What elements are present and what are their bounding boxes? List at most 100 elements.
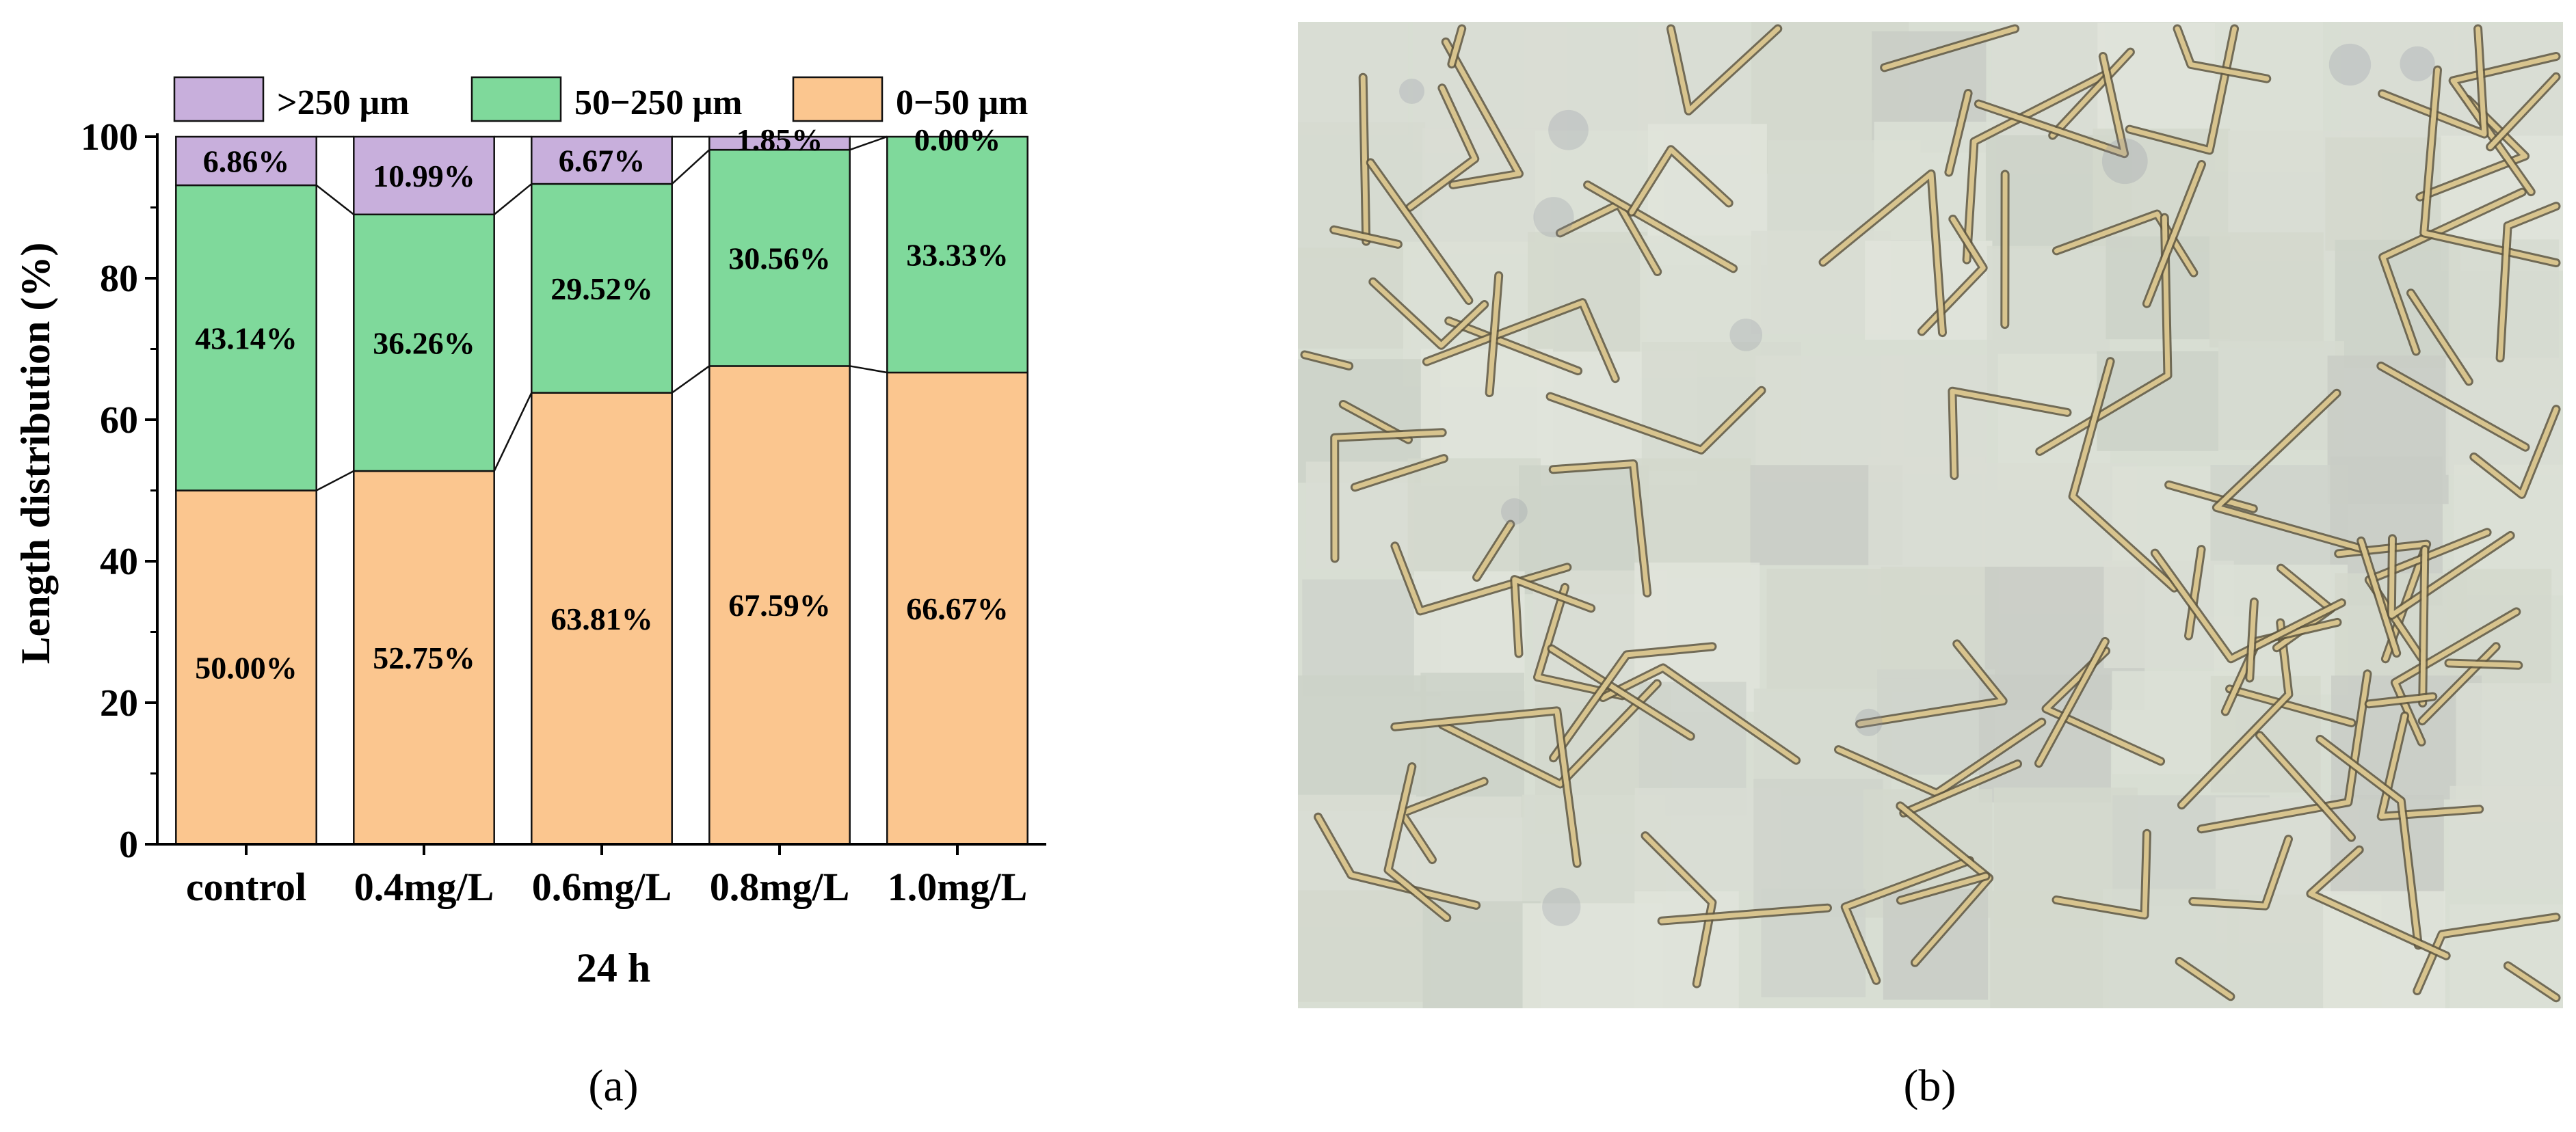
bar-segment bbox=[353, 470, 495, 846]
debris-speck bbox=[1729, 319, 1762, 351]
diatom-rod bbox=[2184, 545, 2206, 641]
diatom-rod bbox=[2142, 160, 2206, 308]
micrograph-tile bbox=[1881, 567, 1999, 679]
diatom-rod bbox=[1510, 575, 1596, 658]
diatom-rod bbox=[2212, 388, 2365, 553]
debris-speck bbox=[1548, 109, 1589, 150]
axes: 0 20 40 60 80 100 control 0.4mg/L 0.6mg/L 0.8mg/L… bbox=[81, 116, 1046, 909]
diatom-rod bbox=[1390, 706, 1582, 868]
diatom-rod bbox=[2390, 607, 2521, 746]
y-tick-label: 20 bbox=[100, 682, 138, 725]
diatom-rods bbox=[1300, 24, 2561, 1003]
bar-segment bbox=[175, 135, 317, 187]
debris-speck bbox=[2400, 46, 2435, 81]
bar-segment bbox=[886, 371, 1028, 846]
micrograph-tile bbox=[1413, 571, 1525, 692]
diatom-rod bbox=[2448, 52, 2561, 197]
diatom-rod bbox=[1545, 386, 1766, 455]
diatom-rod bbox=[1548, 459, 1652, 597]
diatom-rod bbox=[1350, 454, 1448, 492]
diatom-rod bbox=[1840, 856, 1974, 985]
legend-label: >250 μm bbox=[277, 83, 409, 122]
diatom-rod bbox=[2376, 711, 2484, 821]
bar-value-labels: 50.00% 43.14% 6.86% 52.75% 36.26% 10.99% 63.81… bbox=[195, 122, 1009, 685]
diatom-rod bbox=[2196, 669, 2372, 834]
diatom-rod bbox=[1300, 350, 1354, 370]
diatom-rod bbox=[1314, 812, 1481, 910]
diatom-rod bbox=[2048, 47, 2135, 140]
panel-label-b: (b) bbox=[1904, 1061, 1956, 1111]
connector-line bbox=[493, 392, 533, 472]
legend-label: 50−250 μm bbox=[574, 83, 742, 122]
diatom-rod bbox=[1896, 872, 1991, 905]
panel-label-a: (a) bbox=[588, 1061, 638, 1111]
micrograph-tile bbox=[1407, 458, 1541, 576]
debris-speck bbox=[1533, 197, 1574, 238]
bar-value-label: 30.56% bbox=[728, 241, 831, 275]
micrograph-tile bbox=[2218, 341, 2344, 450]
diatom-rod bbox=[1948, 386, 2072, 481]
y-tick-label: 0 bbox=[119, 824, 138, 866]
diatom-rod bbox=[2068, 357, 2179, 593]
connector-line bbox=[316, 470, 354, 491]
x-tick-label: 0.4mg/L bbox=[354, 865, 494, 909]
debris-speck bbox=[2328, 43, 2372, 86]
diatom-rod bbox=[1444, 316, 1583, 376]
bar-segment bbox=[886, 135, 1028, 374]
bar-segment bbox=[708, 148, 851, 367]
connector-lines bbox=[315, 135, 888, 491]
diatom-rod bbox=[1974, 52, 2129, 159]
legend: >250 μm 50−250 μm 0−50 μm bbox=[173, 76, 1028, 122]
diatom-rod bbox=[1533, 582, 1627, 701]
diatom-rod bbox=[2378, 187, 2527, 356]
bar-value-label: 67.59% bbox=[728, 588, 831, 623]
micrograph-tile bbox=[1990, 891, 2109, 1008]
diatom-rod bbox=[2315, 734, 2423, 950]
diatom-rod bbox=[1547, 644, 1695, 741]
diatom-rod bbox=[1583, 180, 1738, 273]
legend-swatch bbox=[173, 76, 265, 122]
bar-value-label: 43.14% bbox=[195, 321, 297, 355]
legend-swatch bbox=[792, 76, 884, 122]
diatom-rod bbox=[2364, 692, 2438, 709]
diatom-rod bbox=[2376, 361, 2530, 452]
diatom-rod bbox=[2051, 828, 2151, 920]
y-tick-label: 40 bbox=[100, 541, 138, 583]
diatom-rod bbox=[1447, 24, 1467, 69]
connector-line bbox=[493, 183, 533, 215]
micrograph-tile bbox=[1528, 232, 1648, 358]
y-tick-label: 80 bbox=[100, 258, 138, 300]
diatom-rod bbox=[2444, 658, 2523, 670]
diatom-rod bbox=[2417, 642, 2501, 726]
diatom-rod bbox=[2175, 956, 2235, 1001]
legend-swatch bbox=[470, 76, 562, 122]
diatom-rod bbox=[2051, 209, 2199, 278]
x-axis-title: 24 h bbox=[576, 945, 650, 990]
diatom-rod bbox=[1627, 145, 1734, 217]
debris-speck bbox=[1500, 498, 1528, 525]
connector-line bbox=[671, 365, 711, 394]
diatom-rod bbox=[2173, 24, 2272, 83]
diatom-rod bbox=[1880, 24, 2020, 72]
diatom-rod bbox=[2419, 65, 2561, 267]
connector-line bbox=[671, 149, 711, 185]
bar-segment bbox=[175, 184, 317, 491]
bar-value-label: 63.81% bbox=[550, 602, 653, 636]
diatom-rod bbox=[1358, 72, 1371, 246]
bar-value-label: 50.00% bbox=[195, 650, 297, 685]
bar-segment bbox=[708, 135, 851, 151]
micrograph-tile bbox=[1634, 458, 1751, 579]
bar-segment bbox=[531, 183, 673, 394]
diatom-rod bbox=[2406, 288, 2473, 386]
diatom-rod bbox=[1472, 520, 1515, 582]
bar-value-label: 66.67% bbox=[906, 591, 1009, 626]
debris-speck bbox=[2101, 138, 2148, 185]
x-tick-label: 0.8mg/L bbox=[710, 865, 850, 909]
diatom-rod bbox=[2469, 405, 2561, 499]
diatom-rod bbox=[1422, 298, 1620, 383]
diatom-rod bbox=[1549, 642, 1717, 763]
debris-speck bbox=[1542, 887, 1581, 926]
diatom-rod bbox=[1818, 169, 1947, 338]
diatom-rod bbox=[2495, 202, 2561, 363]
